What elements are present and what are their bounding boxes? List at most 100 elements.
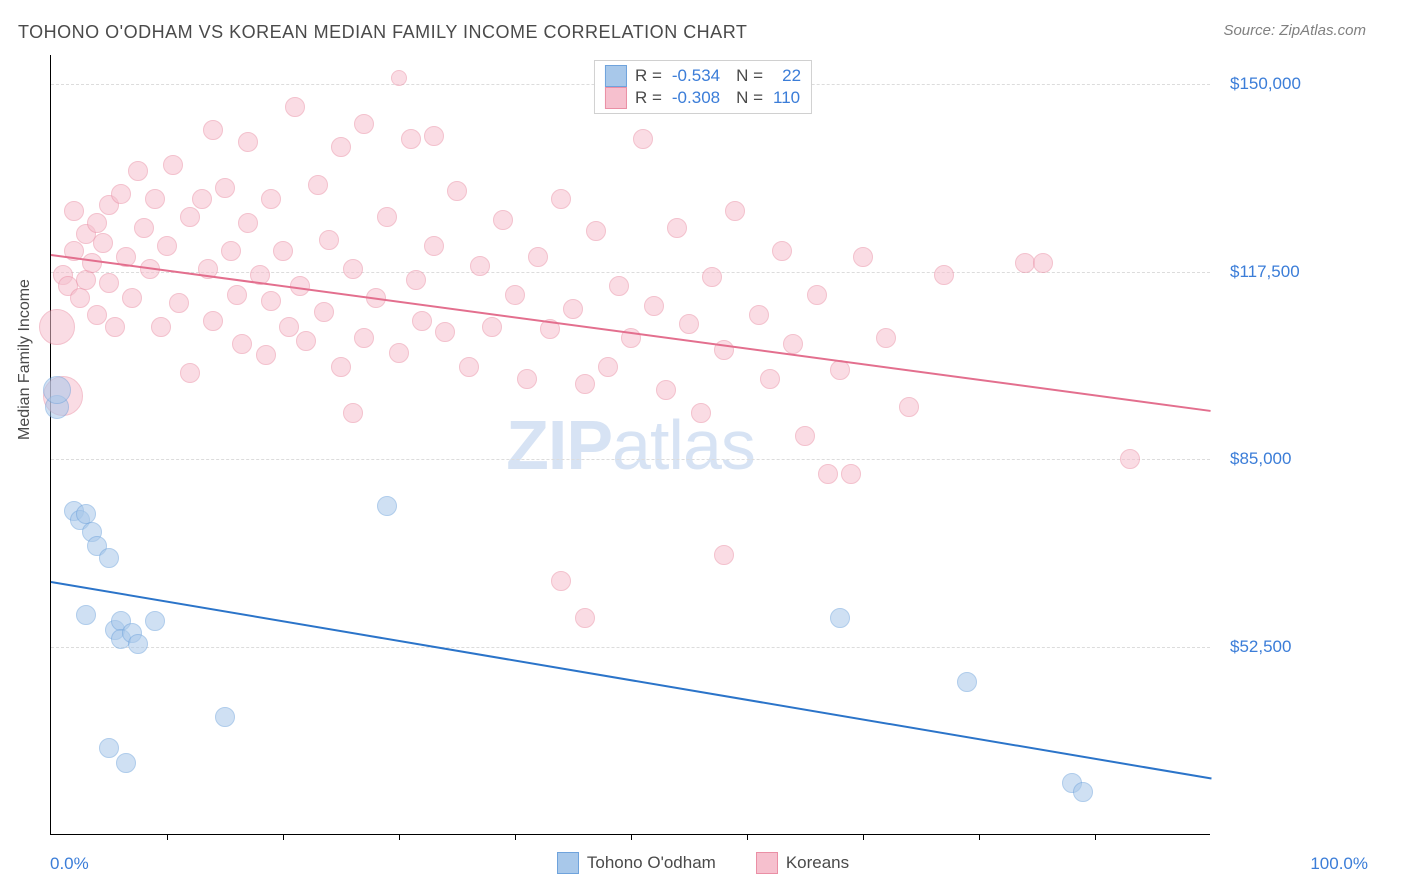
scatter-point [331, 357, 351, 377]
scatter-point [308, 175, 328, 195]
scatter-point [551, 571, 571, 591]
scatter-point [609, 276, 629, 296]
scatter-point [116, 753, 136, 773]
scatter-point [667, 218, 687, 238]
plot-area: ZIPatlas [50, 55, 1210, 835]
scatter-point [227, 285, 247, 305]
scatter-point [192, 189, 212, 209]
scatter-point [285, 97, 305, 117]
scatter-point [575, 608, 595, 628]
scatter-point [818, 464, 838, 484]
scatter-point [76, 605, 96, 625]
scatter-point [702, 267, 722, 287]
trend-line [51, 581, 1211, 779]
scatter-point [1033, 253, 1053, 273]
scatter-point [99, 273, 119, 293]
scatter-point [87, 213, 107, 233]
scatter-point [656, 380, 676, 400]
scatter-point [528, 247, 548, 267]
y-tick-label: $85,000 [1230, 449, 1291, 469]
scatter-point [1120, 449, 1140, 469]
scatter-point [714, 545, 734, 565]
scatter-point [424, 126, 444, 146]
scatter-point [99, 738, 119, 758]
scatter-point [633, 129, 653, 149]
scatter-point [391, 70, 407, 86]
scatter-point [203, 311, 223, 331]
scatter-point [377, 496, 397, 516]
legend-item: Tohono O'odham [557, 852, 716, 874]
legend-correlation: R = -0.534 N = 22 R = -0.308 N = 110 [594, 60, 812, 114]
scatter-point [256, 345, 276, 365]
scatter-point [93, 233, 113, 253]
y-tick-label: $52,500 [1230, 637, 1291, 657]
scatter-point [760, 369, 780, 389]
legend-swatch [557, 852, 579, 874]
scatter-point [331, 137, 351, 157]
scatter-point [261, 189, 281, 209]
scatter-point [203, 120, 223, 140]
scatter-point [586, 221, 606, 241]
scatter-point [238, 132, 258, 152]
scatter-point [70, 288, 90, 308]
chart-container: TOHONO O'ODHAM VS KOREAN MEDIAN FAMILY I… [0, 0, 1406, 892]
scatter-point [111, 184, 131, 204]
scatter-point [180, 363, 200, 383]
scatter-point [279, 317, 299, 337]
scatter-point [876, 328, 896, 348]
scatter-point [899, 397, 919, 417]
scatter-point [354, 328, 374, 348]
scatter-point [563, 299, 583, 319]
legend-row: R = -0.308 N = 110 [605, 87, 801, 109]
scatter-point [314, 302, 334, 322]
scatter-point [145, 611, 165, 631]
scatter-point [691, 403, 711, 423]
scatter-point [725, 201, 745, 221]
x-minor-ticks [51, 834, 1210, 840]
scatter-point [482, 317, 502, 337]
y-tick-label: $117,500 [1230, 262, 1300, 282]
scatter-point [354, 114, 374, 134]
scatter-point [679, 314, 699, 334]
scatter-point [830, 608, 850, 628]
scatter-point [934, 265, 954, 285]
scatter-point [215, 178, 235, 198]
legend-swatch [605, 87, 627, 109]
scatter-point [377, 207, 397, 227]
legend-item: Koreans [756, 852, 849, 874]
scatter-point [296, 331, 316, 351]
scatter-point [807, 285, 827, 305]
scatter-point [128, 634, 148, 654]
scatter-point [221, 241, 241, 261]
scatter-point [1073, 782, 1093, 802]
trend-line [51, 254, 1211, 412]
scatter-point [493, 210, 513, 230]
scatter-point [412, 311, 432, 331]
scatter-point [343, 259, 363, 279]
scatter-point [389, 343, 409, 363]
legend-swatch [756, 852, 778, 874]
scatter-point [134, 218, 154, 238]
scatter-point [841, 464, 861, 484]
scatter-point [145, 189, 165, 209]
scatter-point [273, 241, 293, 261]
scatter-point [319, 230, 339, 250]
scatter-point [99, 548, 119, 568]
chart-source: Source: ZipAtlas.com [1223, 22, 1366, 39]
legend-series: Tohono O'odham Koreans [0, 852, 1406, 874]
scatter-point [169, 293, 189, 313]
scatter-point [772, 241, 792, 261]
scatter-point [749, 305, 769, 325]
scatter-point [105, 317, 125, 337]
watermark: ZIPatlas [506, 405, 755, 485]
scatter-point [853, 247, 873, 267]
scatter-point [76, 270, 96, 290]
scatter-point [424, 236, 444, 256]
scatter-point [180, 207, 200, 227]
scatter-point [122, 288, 142, 308]
scatter-point [598, 357, 618, 377]
scatter-point [163, 155, 183, 175]
scatter-point [232, 334, 252, 354]
scatter-point [87, 305, 107, 325]
chart-title: TOHONO O'ODHAM VS KOREAN MEDIAN FAMILY I… [18, 22, 747, 43]
